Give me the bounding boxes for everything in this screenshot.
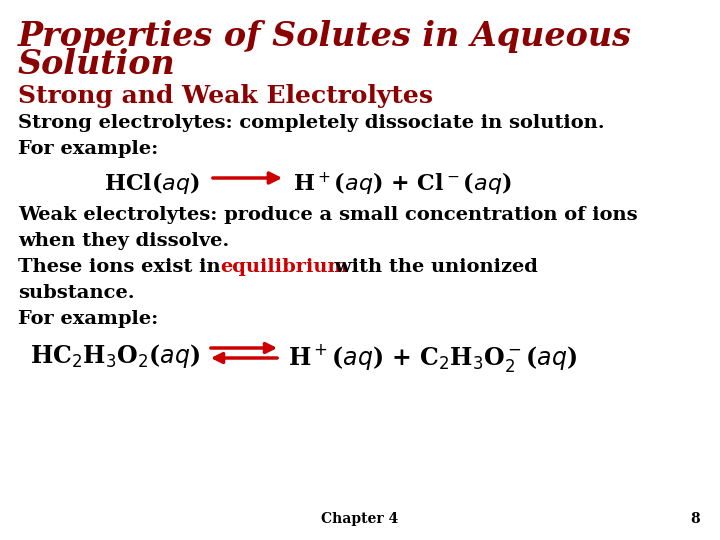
Text: For example:: For example: [18,140,158,158]
Text: substance.: substance. [18,284,135,302]
Text: HCl($\mathit{aq}$): HCl($\mathit{aq}$) [104,170,200,196]
Text: H$^+$($\mathit{aq}$) + C$_2$H$_3$O$_2^-$($\mathit{aq}$): H$^+$($\mathit{aq}$) + C$_2$H$_3$O$_2^-$… [288,342,577,374]
Text: equilibrium: equilibrium [220,258,348,276]
Text: with the unionized: with the unionized [328,258,538,276]
Text: Solution: Solution [18,48,176,81]
Text: Strong and Weak Electrolytes: Strong and Weak Electrolytes [18,84,433,108]
Text: when they dissolve.: when they dissolve. [18,232,229,250]
Text: Properties of Solutes in Aqueous: Properties of Solutes in Aqueous [18,20,632,53]
Text: 8: 8 [690,512,700,526]
Text: Strong electrolytes: completely dissociate in solution.: Strong electrolytes: completely dissocia… [18,114,605,132]
Text: These ions exist in: These ions exist in [18,258,228,276]
Text: Weak electrolytes: produce a small concentration of ions: Weak electrolytes: produce a small conce… [18,206,638,224]
Text: For example:: For example: [18,310,158,328]
Text: H$^+$($\mathit{aq}$) + Cl$^-$($\mathit{aq}$): H$^+$($\mathit{aq}$) + Cl$^-$($\mathit{a… [293,170,512,197]
Text: HC$_2$H$_3$O$_2$($\mathit{aq}$): HC$_2$H$_3$O$_2$($\mathit{aq}$) [30,342,200,370]
Text: Chapter 4: Chapter 4 [321,512,399,526]
